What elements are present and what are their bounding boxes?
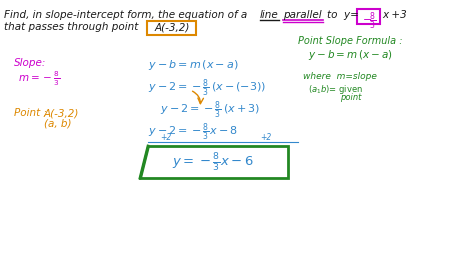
Text: $y-2=-\frac{8}{3}\,(x+3)$: $y-2=-\frac{8}{3}\,(x+3)$ bbox=[160, 100, 260, 122]
Text: +2: +2 bbox=[160, 133, 171, 142]
Text: A(-3,2): A(-3,2) bbox=[44, 108, 79, 118]
Text: parallel: parallel bbox=[283, 10, 322, 20]
Text: that passes through point: that passes through point bbox=[4, 22, 138, 32]
Text: $m = -\frac{8}{3}$: $m = -\frac{8}{3}$ bbox=[18, 70, 60, 89]
FancyBboxPatch shape bbox=[357, 9, 381, 23]
Text: $(a_1b)$= given: $(a_1b)$= given bbox=[308, 83, 363, 96]
Polygon shape bbox=[140, 146, 288, 178]
Text: to  y=: to y= bbox=[327, 10, 359, 20]
Text: Point :: Point : bbox=[14, 108, 47, 118]
Text: $y=-\frac{8}{3}x-6$: $y=-\frac{8}{3}x-6$ bbox=[172, 152, 254, 174]
Text: $y-2=-\frac{8}{3}\,(x-(-3))$: $y-2=-\frac{8}{3}\,(x-(-3))$ bbox=[148, 78, 266, 99]
Text: Slope:: Slope: bbox=[14, 58, 46, 68]
Text: $y-2=-\frac{8}{3}x-8$: $y-2=-\frac{8}{3}x-8$ bbox=[148, 122, 238, 143]
Text: where  m=slope: where m=slope bbox=[303, 72, 377, 81]
Text: $-\!\frac{8}{3}$: $-\!\frac{8}{3}$ bbox=[362, 11, 376, 32]
Text: x +3: x +3 bbox=[382, 10, 407, 20]
Text: $y-b=m\,(x-a)$: $y-b=m\,(x-a)$ bbox=[148, 58, 239, 72]
Text: line: line bbox=[260, 10, 279, 20]
Text: Point Slope Formula :: Point Slope Formula : bbox=[298, 36, 402, 46]
FancyBboxPatch shape bbox=[147, 20, 197, 35]
Text: A(-3,2): A(-3,2) bbox=[155, 22, 190, 32]
Text: +2: +2 bbox=[260, 133, 271, 142]
Text: $y-b=m\,(x-a)$: $y-b=m\,(x-a)$ bbox=[308, 48, 392, 62]
Text: point: point bbox=[340, 93, 361, 102]
Text: (a, b): (a, b) bbox=[44, 119, 72, 129]
Text: Find, in slope-intercept form, the equation of a: Find, in slope-intercept form, the equat… bbox=[4, 10, 247, 20]
